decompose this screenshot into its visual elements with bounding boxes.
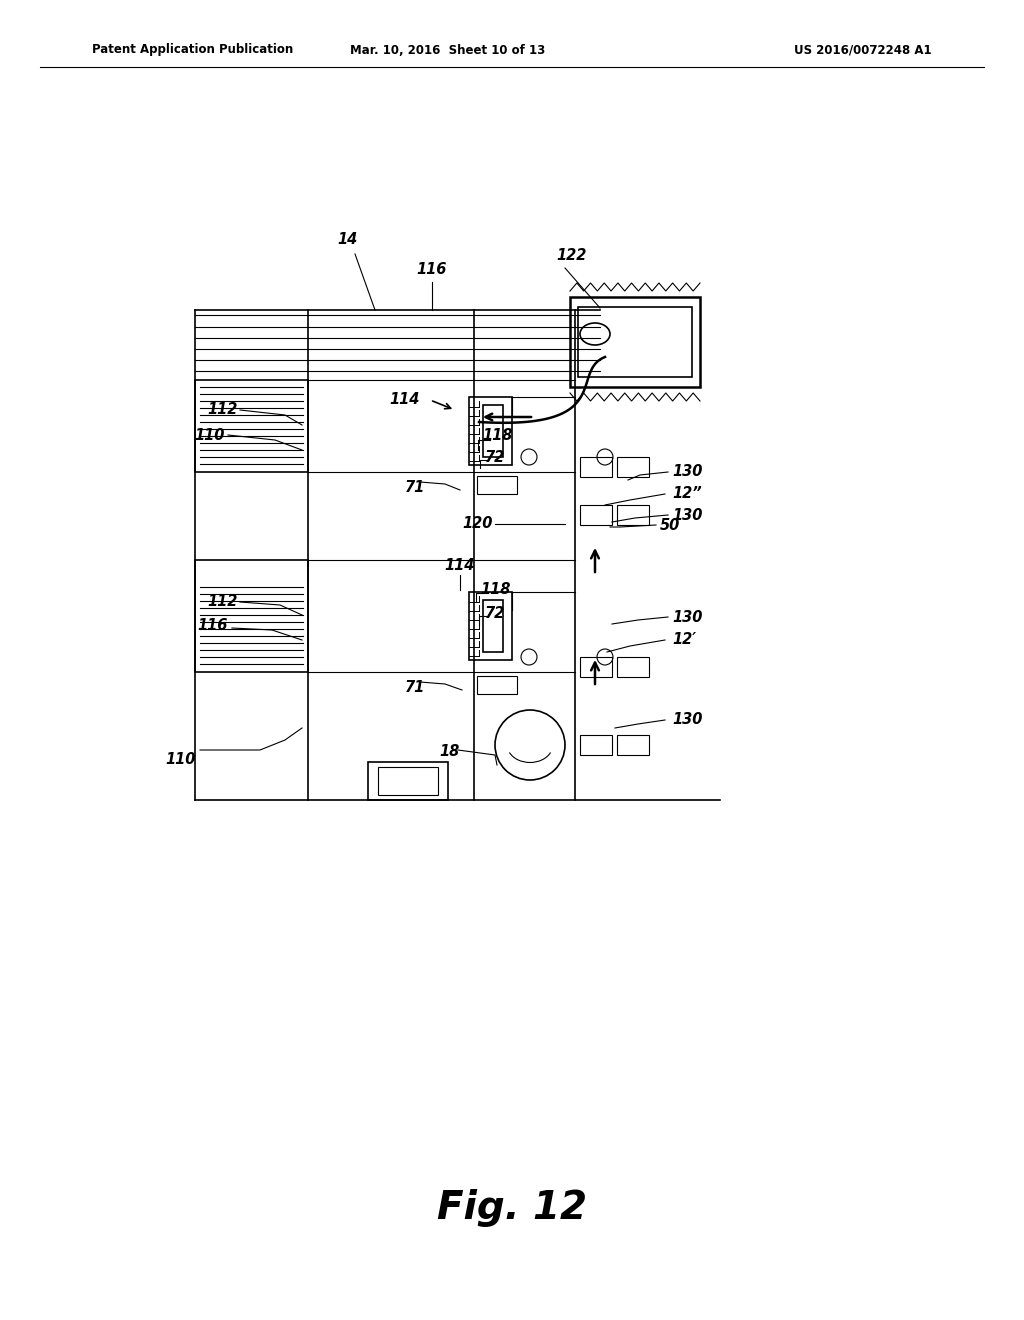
Bar xyxy=(580,506,612,525)
Text: 50: 50 xyxy=(660,517,680,532)
Bar xyxy=(580,735,612,755)
Text: 12′: 12′ xyxy=(672,632,696,648)
Bar xyxy=(469,397,512,465)
Text: 114: 114 xyxy=(389,392,420,408)
Bar xyxy=(477,477,517,494)
Text: 14: 14 xyxy=(338,232,358,248)
Text: US 2016/0072248 A1: US 2016/0072248 A1 xyxy=(795,44,932,57)
Text: 12”: 12” xyxy=(672,487,701,502)
Text: 71: 71 xyxy=(404,480,425,495)
Text: 116: 116 xyxy=(198,619,228,634)
Text: 114: 114 xyxy=(444,557,475,573)
Text: 72: 72 xyxy=(485,606,505,622)
Text: 118: 118 xyxy=(481,582,511,598)
Bar xyxy=(195,560,308,672)
Text: 110: 110 xyxy=(195,428,225,442)
Text: 118: 118 xyxy=(482,428,513,442)
Text: 112: 112 xyxy=(208,403,238,417)
Bar xyxy=(580,457,612,477)
Bar xyxy=(570,297,700,387)
Bar xyxy=(578,308,692,378)
Bar xyxy=(580,657,612,677)
Text: 120: 120 xyxy=(463,516,493,532)
Text: 71: 71 xyxy=(404,681,425,696)
Text: 116: 116 xyxy=(417,263,447,277)
Text: 130: 130 xyxy=(672,507,702,523)
Text: 110: 110 xyxy=(166,752,196,767)
Bar xyxy=(469,591,512,660)
Text: Fig. 12: Fig. 12 xyxy=(437,1189,587,1228)
Text: 130: 130 xyxy=(672,610,702,624)
Bar xyxy=(483,405,503,457)
Text: 18: 18 xyxy=(440,744,460,759)
Text: 72: 72 xyxy=(485,450,505,466)
Bar xyxy=(195,380,308,473)
Bar xyxy=(617,735,649,755)
Text: 112: 112 xyxy=(208,594,238,610)
Text: Patent Application Publication: Patent Application Publication xyxy=(92,44,293,57)
Text: Mar. 10, 2016  Sheet 10 of 13: Mar. 10, 2016 Sheet 10 of 13 xyxy=(350,44,546,57)
Bar xyxy=(378,767,438,795)
Bar xyxy=(368,762,449,800)
Text: 130: 130 xyxy=(672,465,702,479)
Text: 122: 122 xyxy=(557,248,587,263)
Text: 130: 130 xyxy=(672,713,702,727)
Bar xyxy=(617,457,649,477)
Bar xyxy=(483,601,503,652)
Bar xyxy=(477,676,517,694)
Bar xyxy=(617,657,649,677)
Bar xyxy=(617,506,649,525)
